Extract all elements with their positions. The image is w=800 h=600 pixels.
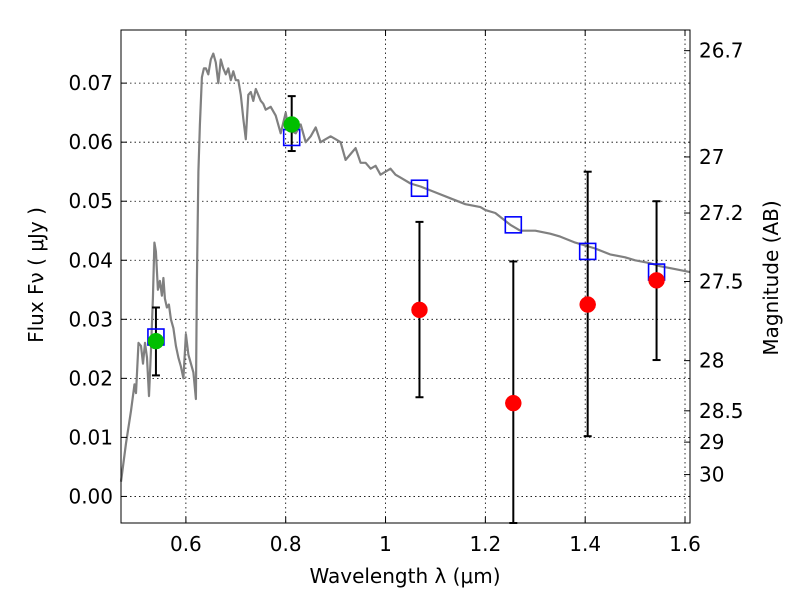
y-tick-label: 0.06 — [68, 130, 113, 154]
grid — [121, 30, 690, 523]
x-tick-label: 0.6 — [170, 532, 202, 556]
x-tick-label: 1 — [379, 532, 392, 556]
y-tick-label: 0.05 — [68, 189, 113, 213]
right-tick-label: 29 — [699, 430, 724, 454]
y-tick-label: 0.01 — [68, 425, 113, 449]
y-tick-label: 0.00 — [68, 484, 113, 508]
y-axis-label-right: Magnitude (AB) — [759, 200, 783, 355]
y-tick-label: 0.02 — [68, 366, 113, 390]
model-photometry-square — [578, 242, 597, 261]
flux-point — [147, 332, 165, 350]
right-tick-label: 28 — [699, 349, 724, 373]
y-tick-label: 0.07 — [68, 71, 113, 95]
right-tick-label: 27 — [699, 145, 724, 169]
right-tick-label: 28.5 — [699, 399, 744, 423]
spectrum-line — [119, 52, 691, 482]
flux-point — [411, 301, 428, 319]
model-photometry-square — [504, 216, 523, 234]
x-axis-label: Wavelength λ (μm) — [309, 564, 500, 588]
tick-labels: 0.6 0.8 1 1.2 1.4 1.6 0.00 0.01 0.02 0.03 0.04 0.05… — [68, 39, 743, 556]
y-tick-label: 0.04 — [68, 248, 113, 272]
x-tick-label: 1.4 — [569, 532, 601, 556]
x-tick-label: 0.8 — [270, 532, 302, 556]
axis-ticks — [121, 30, 690, 523]
data-markers — [147, 116, 666, 412]
flux-point — [579, 296, 596, 313]
right-tick-label: 27.5 — [699, 270, 744, 294]
x-tick-label: 1.2 — [469, 532, 501, 556]
right-tick-label: 27.2 — [699, 201, 744, 225]
x-tick-label: 1.6 — [669, 532, 701, 556]
model-photometry-square — [410, 179, 429, 198]
flux-point — [283, 116, 300, 133]
flux-point — [505, 394, 522, 412]
y-tick-label: 0.03 — [68, 307, 113, 331]
model-spectrum — [119, 52, 691, 482]
flux-point — [648, 272, 665, 289]
plot-frame — [120, 29, 691, 524]
right-tick-label: 30 — [699, 463, 724, 487]
y-axis-label-left: Flux Fν ( μJy ) — [24, 207, 48, 343]
right-tick-label: 26.7 — [699, 39, 744, 63]
